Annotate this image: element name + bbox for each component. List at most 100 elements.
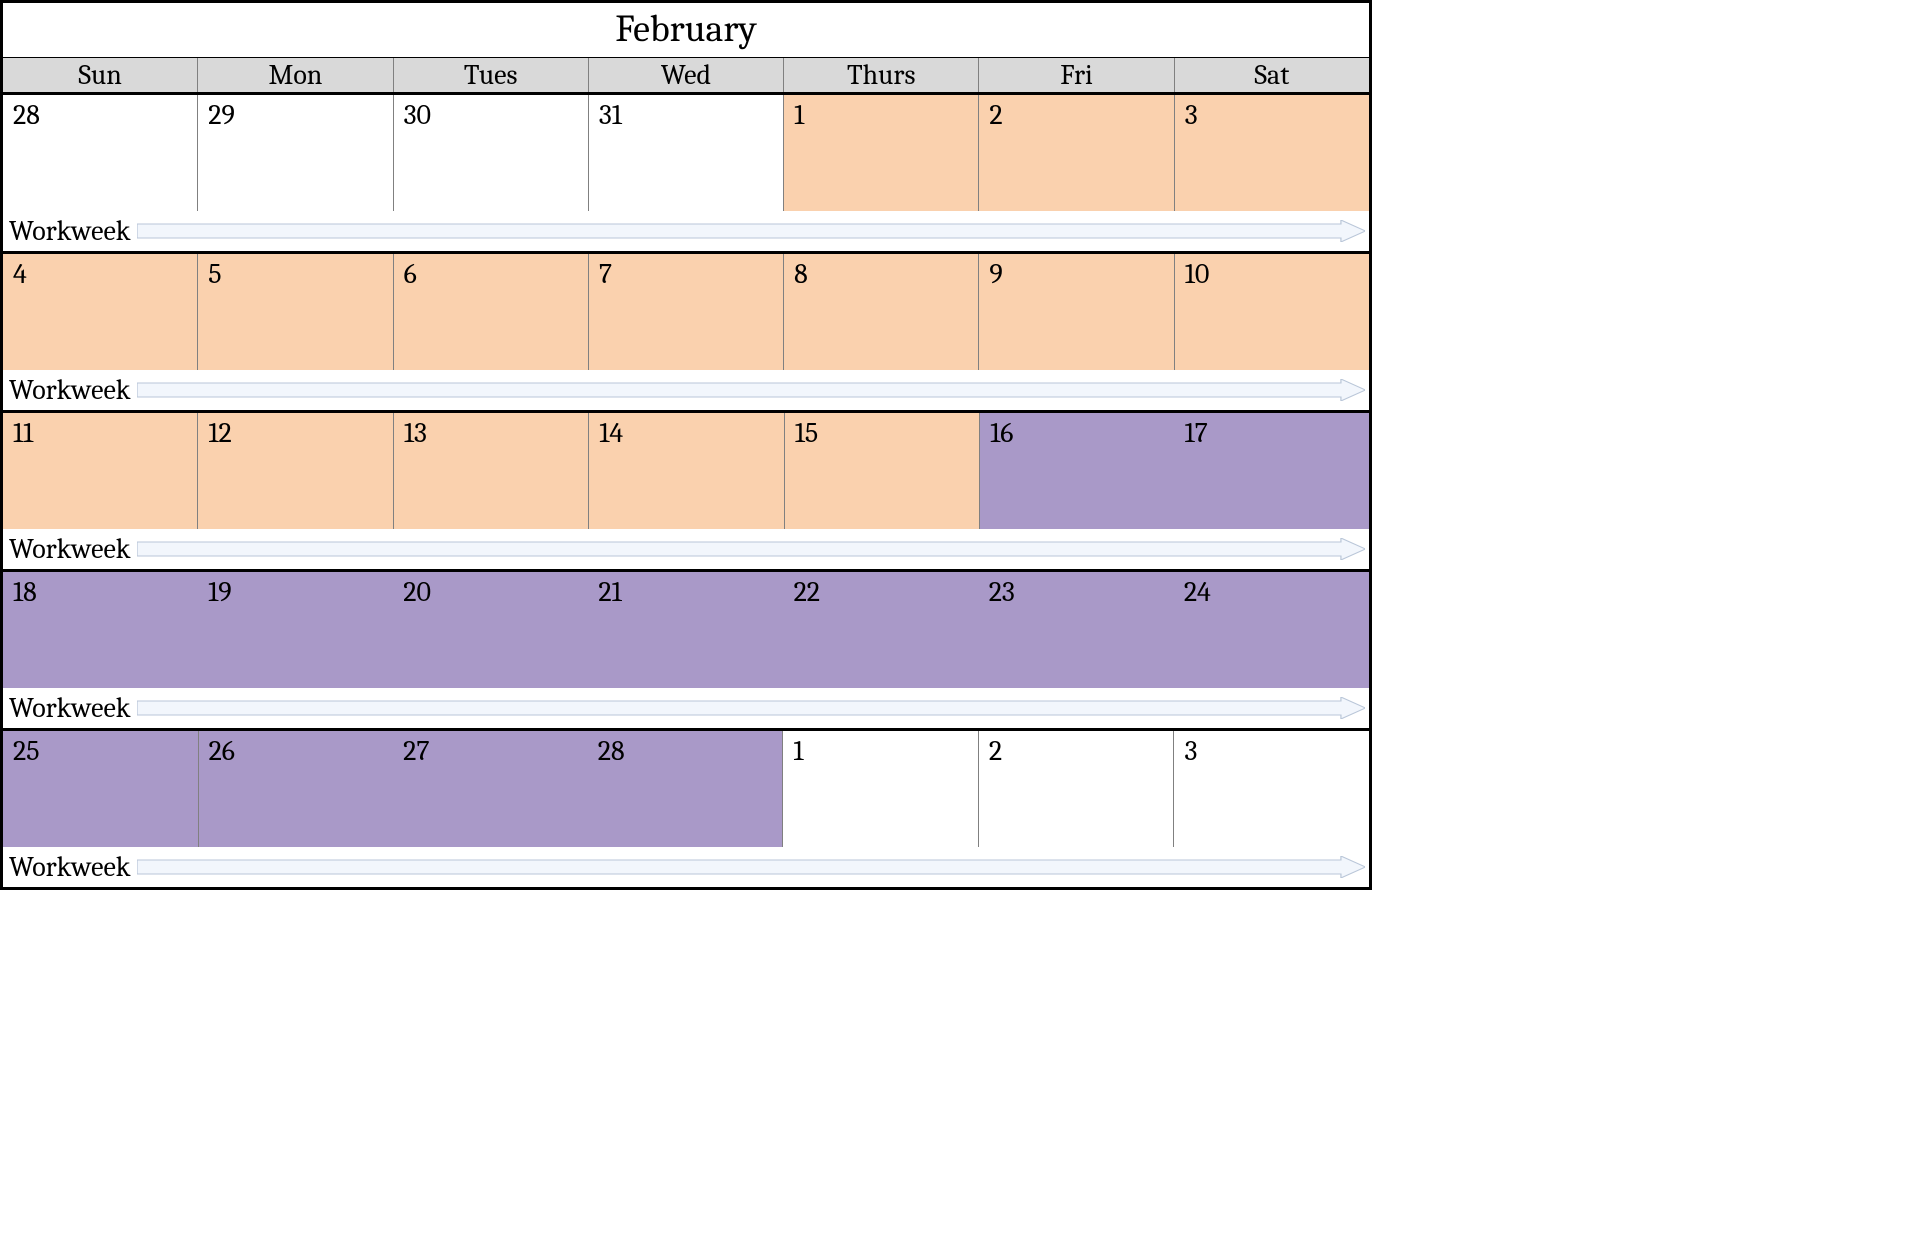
day-number: 20 bbox=[403, 576, 431, 608]
day-number: 31 bbox=[599, 99, 622, 131]
day-number: 14 bbox=[599, 417, 623, 449]
day-number: 17 bbox=[1185, 417, 1208, 449]
week-row: 11 12 13 14 15 16 17 Workweek bbox=[3, 410, 1369, 569]
day-number: 1 bbox=[793, 735, 803, 767]
workweek-row: Workweek bbox=[3, 370, 1369, 410]
day-cell: 3 bbox=[1174, 95, 1369, 211]
week-row: 18 19 20 21 22 23 24 Workweek bbox=[3, 569, 1369, 728]
day-number: 3 bbox=[1184, 735, 1197, 767]
day-number: 18 bbox=[13, 576, 37, 608]
day-number: 22 bbox=[794, 576, 820, 608]
workweek-row: Workweek bbox=[3, 211, 1369, 251]
day-number: 7 bbox=[599, 258, 612, 290]
week-row: 25 26 27 28 1 2 3 Workweek bbox=[3, 728, 1369, 887]
day-cell: 8 bbox=[783, 254, 978, 370]
day-number: 19 bbox=[208, 576, 232, 608]
weekday-header-row: Sun Mon Tues Wed Thurs Fri Sat bbox=[3, 58, 1369, 92]
day-cell: 12 bbox=[197, 413, 392, 529]
day-cell: 27 bbox=[393, 731, 588, 847]
day-number: 28 bbox=[598, 735, 625, 767]
day-number: 27 bbox=[403, 735, 429, 767]
day-number: 1 bbox=[794, 99, 804, 131]
day-cell: 13 bbox=[393, 413, 588, 529]
week-days: 28 29 30 31 1 23 bbox=[3, 95, 1369, 211]
day-number: 3 bbox=[1185, 99, 1198, 131]
workweek-label: Workweek bbox=[7, 215, 137, 247]
workweek-arrow-icon bbox=[137, 856, 1366, 878]
week-row: 28 29 30 31 1 23 Workweek bbox=[3, 92, 1369, 251]
workweek-label: Workweek bbox=[7, 533, 137, 565]
day-number: 11 bbox=[13, 417, 33, 449]
day-cell: 24 bbox=[1174, 572, 1369, 688]
weekday-header: Mon bbox=[197, 58, 392, 92]
month-title: February bbox=[3, 3, 1369, 58]
day-cell: 4 bbox=[3, 254, 197, 370]
workweek-label: Workweek bbox=[7, 692, 137, 724]
day-number: 2 bbox=[989, 735, 1002, 767]
week-row: 4 56 7 8 9 10 Workweek bbox=[3, 251, 1369, 410]
day-cell: 18 bbox=[3, 572, 198, 688]
day-cell: 29 bbox=[197, 95, 392, 211]
day-number: 12 bbox=[208, 417, 231, 449]
calendar: February Sun Mon Tues Wed Thurs Fri Sat … bbox=[0, 0, 1372, 890]
day-cell: 2 bbox=[978, 731, 1174, 847]
day-cell: 28 bbox=[3, 95, 197, 211]
day-number: 24 bbox=[1184, 576, 1211, 608]
week-days: 18 19 20 21 22 23 24 bbox=[3, 572, 1369, 688]
day-cell: 31 bbox=[588, 95, 783, 211]
day-cell: 28 bbox=[588, 731, 783, 847]
day-cell: 22 bbox=[784, 572, 979, 688]
day-cell: 23 bbox=[979, 572, 1174, 688]
day-cell: 1 bbox=[783, 95, 978, 211]
workweek-row: Workweek bbox=[3, 529, 1369, 569]
day-cell: 20 bbox=[393, 572, 588, 688]
day-cell: 3 bbox=[1173, 731, 1369, 847]
day-number: 16 bbox=[990, 417, 1013, 449]
workweek-arrow-icon bbox=[137, 379, 1366, 401]
day-cell: 1 bbox=[782, 731, 978, 847]
day-cell: 19 bbox=[198, 572, 393, 688]
weeks-container: 28293031123Workweek45678910Workweek11121… bbox=[3, 92, 1369, 887]
weekday-header: Sat bbox=[1174, 58, 1369, 92]
workweek-arrow-icon bbox=[137, 697, 1366, 719]
workweek-row: Workweek bbox=[3, 847, 1369, 887]
day-number: 6 bbox=[404, 258, 417, 290]
day-cell: 11 bbox=[3, 413, 197, 529]
day-cell: 5 bbox=[197, 254, 392, 370]
day-number: 10 bbox=[1185, 258, 1210, 290]
day-cell: 14 bbox=[588, 413, 783, 529]
day-number: 29 bbox=[208, 99, 235, 131]
day-number: 26 bbox=[209, 735, 235, 767]
day-number: 21 bbox=[598, 576, 621, 608]
day-number: 9 bbox=[989, 258, 1002, 290]
day-cell: 21 bbox=[588, 572, 783, 688]
day-number: 30 bbox=[404, 99, 431, 131]
day-cell: 25 bbox=[3, 731, 198, 847]
week-days: 4 56 7 8 9 10 bbox=[3, 254, 1369, 370]
day-number: 8 bbox=[794, 258, 808, 290]
day-number: 15 bbox=[795, 417, 818, 449]
workweek-label: Workweek bbox=[7, 374, 137, 406]
day-cell: 6 bbox=[393, 254, 588, 370]
weekday-header: Sun bbox=[3, 58, 197, 92]
workweek-arrow-icon bbox=[137, 220, 1366, 242]
day-number: 23 bbox=[989, 576, 1015, 608]
week-days: 25 26 27 28 1 2 3 bbox=[3, 731, 1369, 847]
day-cell: 2 bbox=[978, 95, 1173, 211]
weekday-header: Wed bbox=[588, 58, 783, 92]
weekday-header: Thurs bbox=[783, 58, 978, 92]
day-number: 4 bbox=[13, 258, 27, 290]
workweek-row: Workweek bbox=[3, 688, 1369, 728]
day-number: 28 bbox=[13, 99, 40, 131]
week-days: 11 12 13 14 15 16 17 bbox=[3, 413, 1369, 529]
day-cell: 17 bbox=[1175, 413, 1369, 529]
workweek-label: Workweek bbox=[7, 851, 137, 883]
day-number: 13 bbox=[404, 417, 427, 449]
weekday-header: Tues bbox=[393, 58, 588, 92]
day-number: 25 bbox=[13, 735, 40, 767]
day-cell: 10 bbox=[1174, 254, 1369, 370]
day-cell: 9 bbox=[978, 254, 1173, 370]
day-cell: 26 bbox=[198, 731, 394, 847]
day-cell: 15 bbox=[784, 413, 979, 529]
day-cell: 16 bbox=[979, 413, 1174, 529]
